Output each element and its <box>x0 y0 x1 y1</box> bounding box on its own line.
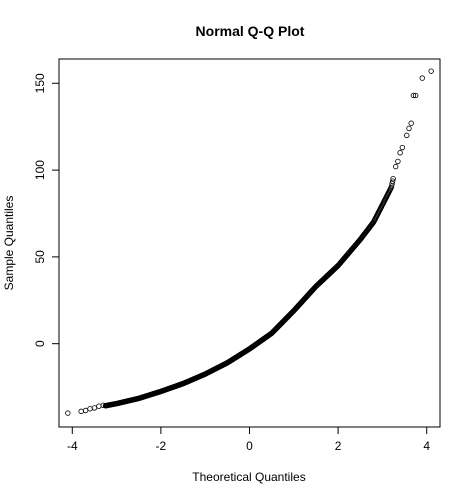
plot-frame <box>58 58 441 428</box>
y-axis-title: Sample Quantiles <box>2 196 16 291</box>
x-tick-label: 0 <box>246 439 253 453</box>
data-point <box>82 407 89 414</box>
data-point <box>397 150 403 156</box>
data-point <box>389 178 396 184</box>
data-point <box>395 158 401 165</box>
data-point <box>78 408 84 415</box>
data-point <box>412 92 419 99</box>
data-point <box>87 406 93 412</box>
data-point <box>419 75 425 81</box>
y-tick-label: 150 <box>33 73 47 93</box>
x-axis-title: Theoretical Quantiles <box>192 470 305 484</box>
chart-title: Normal Q-Q Plot <box>196 23 305 39</box>
data-point <box>399 144 406 151</box>
y-tick-label: 100 <box>33 160 47 180</box>
data-point <box>406 125 412 132</box>
x-tick-label: -4 <box>67 439 78 453</box>
data-point <box>404 132 410 139</box>
x-tick-label: 4 <box>423 439 430 453</box>
data-point <box>428 68 434 74</box>
x-tick-label: -2 <box>156 439 167 453</box>
data-point <box>390 175 396 182</box>
y-axis: 0 50 100 150 <box>33 73 60 347</box>
data-point <box>100 402 106 408</box>
data-points <box>65 68 434 416</box>
data-point <box>410 92 417 99</box>
data-point <box>408 120 414 126</box>
data-point <box>65 410 71 416</box>
data-point <box>388 183 395 189</box>
y-tick-label: 0 <box>33 340 47 347</box>
data-point <box>96 403 102 409</box>
y-tick-label: 50 <box>33 250 47 264</box>
data-point <box>389 180 395 187</box>
data-point <box>393 163 399 170</box>
data-point <box>91 405 98 411</box>
x-tick-label: 2 <box>335 439 342 453</box>
x-axis: -4 -2 0 2 4 <box>67 426 430 453</box>
